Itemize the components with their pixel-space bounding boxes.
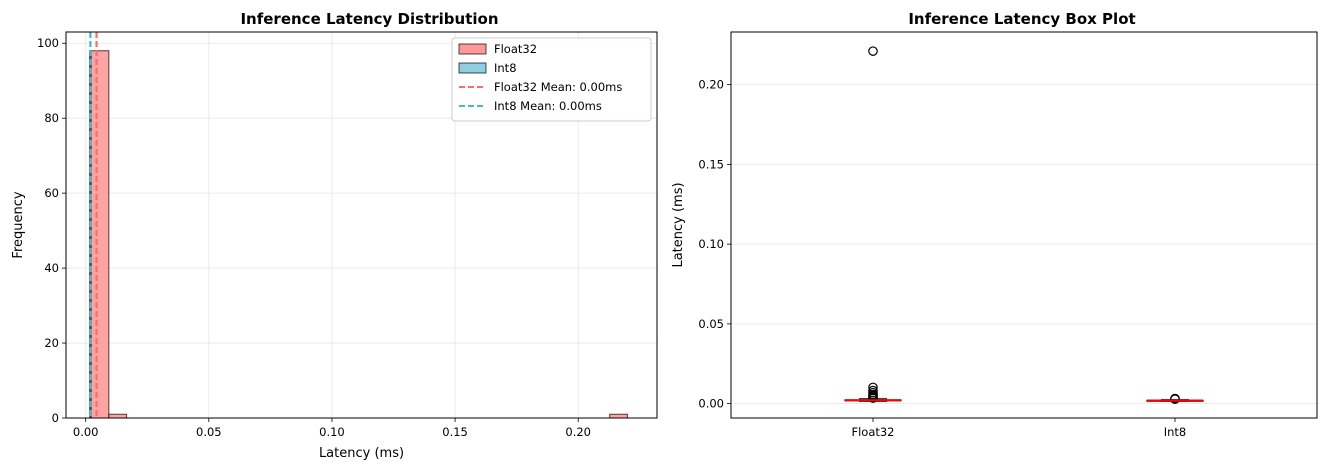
histogram-y-tick-label: 0: [52, 411, 59, 425]
legend-swatch-int8: [458, 62, 487, 74]
legend-label-float32: Float32: [494, 42, 537, 56]
boxplot-y-tick-label: 0.20: [698, 78, 724, 92]
histogram-mean-lines: [89, 32, 98, 418]
legend-frame: [451, 37, 652, 122]
legend-label-int8: Int8: [494, 61, 517, 75]
histogram-chart: Inference Latency Distribution 0.00 0.05 0…: [11, 10, 658, 461]
boxplot-y-tick-label: 0.00: [698, 397, 724, 411]
histogram-title: Inference Latency Distribution: [240, 10, 498, 28]
histogram-x-tick-label: 0.00: [73, 425, 99, 439]
boxplot-plot-area: [731, 32, 1317, 418]
boxplot-grid: [731, 84, 1317, 405]
boxplot-x-tick-label: Int8: [1164, 425, 1187, 439]
boxplot-x-tick-label: Float32: [851, 425, 894, 439]
histogram-y-axis-label: Frequency: [11, 191, 26, 258]
histogram-x-tick-label: 0.05: [196, 425, 222, 439]
legend-swatch-float32: [458, 43, 487, 55]
histogram-y-tick-label: 100: [37, 36, 59, 50]
boxplot-boxes: [844, 46, 1204, 404]
boxplot-y-tick-label: 0.10: [698, 237, 724, 251]
histogram-bar-float32: [90, 50, 110, 419]
legend-label-int8-mean: Int8 Mean: 0.00ms: [494, 99, 602, 113]
boxplot-outlier-float32: [868, 393, 878, 403]
histogram-y-tick-label: 40: [44, 261, 59, 275]
histogram-ticks: 0.00 0.05 0.10 0.15 0.20 0 20 40 60 80 100: [37, 36, 591, 439]
histogram-y-tick-label: 20: [44, 336, 59, 350]
boxplot-y-tick-label: 0.05: [698, 317, 724, 331]
boxplot-plot-frame: [730, 31, 1318, 419]
boxplot-outlier-int8: [1170, 394, 1180, 404]
boxplot-title: Inference Latency Box Plot: [908, 10, 1135, 28]
histogram-legend: Float32 Int8 Float32 Mean: 0.00ms Int8 M…: [451, 37, 652, 122]
histogram-plot-frame: [65, 31, 658, 419]
histogram-x-tick-label: 0.10: [319, 425, 345, 439]
boxplot-ticks: 0.00 0.05 0.10 0.15 0.20 Float32 Int8: [698, 78, 1186, 439]
histogram-bar-float32: [108, 413, 128, 419]
boxplot-chart: Inference Latency Box Plot 0.000.050.100…: [671, 10, 1318, 439]
histogram-x-axis-label: Latency (ms): [319, 446, 404, 461]
histogram-bar-float32: [609, 413, 628, 419]
histogram-x-tick-label: 0.20: [565, 425, 591, 439]
legend-label-float32-mean: Float32 Mean: 0.00ms: [494, 80, 622, 94]
histogram-x-tick-label: 0.15: [442, 425, 468, 439]
boxplot-y-axis-label: Latency (ms): [671, 182, 686, 267]
boxplot-outlier-float32: [868, 46, 878, 56]
boxplot-y-tick-label: 0.15: [698, 157, 724, 171]
histogram-y-tick-label: 60: [44, 186, 59, 200]
histogram-y-tick-label: 80: [44, 111, 59, 125]
